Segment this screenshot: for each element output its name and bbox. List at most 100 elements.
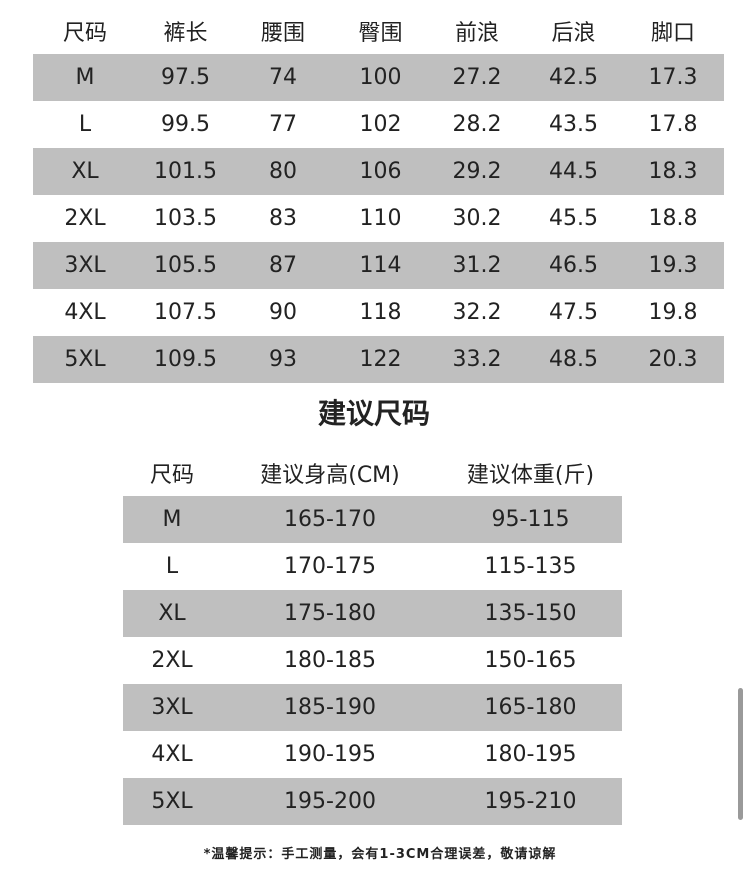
cell: 47.5: [549, 300, 598, 325]
cell: 102: [359, 112, 402, 137]
cell: 105.5: [154, 253, 217, 278]
cell: 46.5: [549, 253, 598, 278]
cell: 19.8: [648, 300, 698, 325]
cell: 45.5: [549, 206, 598, 231]
cell: 165-180: [484, 695, 577, 720]
cell: 170-175: [284, 554, 376, 579]
cell: M: [162, 507, 182, 532]
table-row: L 99.5 77 102 28.2 43.5 17.8: [33, 101, 724, 148]
scrollbar[interactable]: [738, 688, 743, 820]
cell: 4XL: [151, 742, 193, 767]
table-row: M 165-170 95-115: [123, 496, 622, 543]
cell: 110: [359, 206, 402, 231]
recommend-table: 尺码 建议身高(CM) 建议体重(斤) M 165-170 95-115 L 170-175 1…: [123, 449, 622, 825]
cell: 195-210: [484, 789, 577, 814]
cell: 27.2: [452, 65, 502, 90]
cell: 5XL: [64, 347, 106, 372]
cell: 115-135: [484, 554, 577, 579]
cell: 18.3: [648, 159, 698, 184]
table-row: 5XL 195-200 195-210: [123, 778, 622, 825]
cell: 2XL: [151, 648, 193, 673]
cell: 4XL: [64, 300, 106, 325]
cell: 106: [359, 159, 402, 184]
table-row: XL 101.5 80 106 29.2 44.5 18.3: [33, 148, 724, 195]
cell: 19.3: [648, 253, 698, 278]
cell: 32.2: [452, 300, 502, 325]
cell: 建议体重(斤): [466, 462, 595, 488]
table-row: XL 175-180 135-150: [123, 590, 622, 637]
cell: 42.5: [549, 65, 598, 90]
cell: 臀围: [358, 20, 403, 46]
table-row: L 170-175 115-135: [123, 543, 622, 590]
cell: 80: [269, 159, 297, 184]
cell: 101.5: [154, 159, 217, 184]
cell: 135-150: [484, 601, 577, 626]
cell: 165-170: [284, 507, 376, 532]
cell: 20.3: [648, 347, 698, 372]
cell: 107.5: [154, 300, 217, 325]
table-row: 5XL 109.5 93 122 33.2 48.5 20.3: [33, 336, 724, 383]
cell: 29.2: [452, 159, 502, 184]
cell: 30.2: [452, 206, 502, 231]
table-row: 3XL 105.5 87 114 31.2 46.5 19.3: [33, 242, 724, 289]
cell: XL: [158, 601, 186, 626]
table-row: 4XL 190-195 180-195: [123, 731, 622, 778]
cell: 90: [269, 300, 297, 325]
cell: 44.5: [549, 159, 598, 184]
cell: 33.2: [452, 347, 502, 372]
size-table: 尺码 裤长 腰围 臀围 前浪 后浪 脚口 M 97.5 74 100 27.2 42.5 17.3 L 99.…: [33, 7, 724, 383]
cell: 43.5: [549, 112, 598, 137]
measurement-note: *温馨提示：手工测量，会有1-3CM合理误差，敬请谅解: [203, 847, 557, 862]
cell: 195-200: [284, 789, 376, 814]
cell: 28.2: [452, 112, 502, 137]
recommend-title: 建议尺码: [317, 397, 430, 430]
cell: 175-180: [284, 601, 376, 626]
cell: 腰围: [260, 20, 305, 46]
cell: 后浪: [551, 20, 596, 46]
cell: 97.5: [161, 65, 210, 90]
table-row: 3XL 185-190 165-180: [123, 684, 622, 731]
cell: L: [165, 554, 179, 579]
cell: 99.5: [161, 112, 210, 137]
cell: 31.2: [452, 253, 502, 278]
cell: 87: [269, 253, 297, 278]
cell: 建议身高(CM): [260, 462, 400, 488]
cell: 185-190: [284, 695, 376, 720]
cell: 前浪: [454, 20, 499, 46]
cell: 2XL: [64, 206, 106, 231]
cell: 18.8: [648, 206, 698, 231]
cell: 150-165: [484, 648, 577, 673]
cell: 95-115: [491, 507, 570, 532]
cell: 180-195: [484, 742, 577, 767]
cell: 180-185: [284, 648, 376, 673]
cell: 3XL: [151, 695, 193, 720]
cell: 114: [359, 253, 402, 278]
table-row: 4XL 107.5 90 118 32.2 47.5 19.8: [33, 289, 724, 336]
cell: L: [78, 112, 92, 137]
table-row: 2XL 103.5 83 110 30.2 45.5 18.8: [33, 195, 724, 242]
cell: 109.5: [154, 347, 217, 372]
table-row: 2XL 180-185 150-165: [123, 637, 622, 684]
header-row: 尺码 裤长 腰围 臀围 前浪 后浪 脚口: [33, 7, 724, 54]
cell: 118: [359, 300, 402, 325]
cell: 17.8: [648, 112, 698, 137]
cell: 48.5: [549, 347, 598, 372]
cell: 100: [359, 65, 402, 90]
cell: 190-195: [284, 742, 376, 767]
cell: 83: [269, 206, 297, 231]
cell: 脚口: [650, 20, 695, 46]
cell: M: [75, 65, 95, 90]
cell: XL: [71, 159, 99, 184]
cell: 5XL: [151, 789, 193, 814]
table-row: M 97.5 74 100 27.2 42.5 17.3: [33, 54, 724, 101]
cell: 74: [269, 65, 297, 90]
cell: 尺码: [149, 462, 194, 488]
cell: 103.5: [154, 206, 217, 231]
cell: 裤长: [163, 20, 208, 46]
cell: 93: [269, 347, 297, 372]
cell: 77: [269, 112, 297, 137]
cell: 尺码: [62, 20, 107, 46]
cell: 3XL: [64, 253, 106, 278]
cell: 122: [359, 347, 402, 372]
header-row: 尺码 建议身高(CM) 建议体重(斤): [123, 449, 622, 496]
